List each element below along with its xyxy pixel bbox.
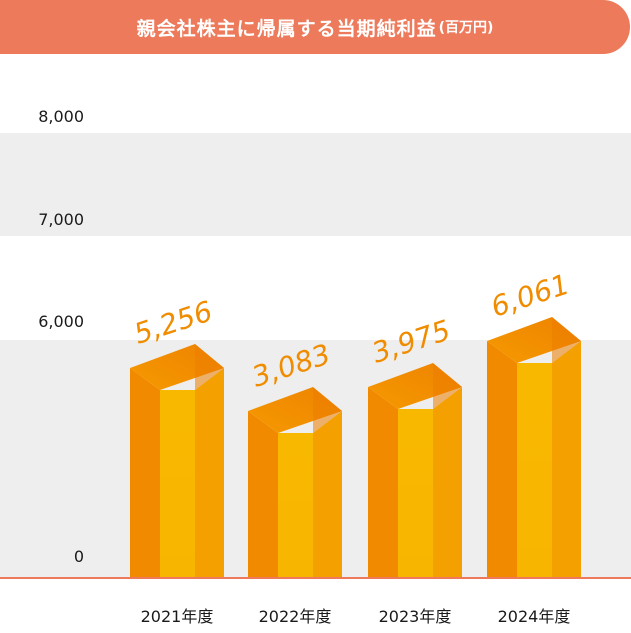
bar-4: 6,061 bbox=[487, 267, 581, 577]
x-axis-baseline bbox=[0, 577, 631, 579]
y-tick-label: 8,000 bbox=[38, 107, 84, 126]
y-tick-label: 7,000 bbox=[38, 210, 84, 229]
y-tick-label: 6,000 bbox=[38, 312, 84, 331]
x-tick-label: 2024年度 bbox=[497, 607, 571, 626]
x-tick-label: 2023年度 bbox=[378, 607, 452, 626]
y-tick-label: 0 bbox=[73, 547, 84, 566]
x-tick-label: 2022年度 bbox=[258, 607, 332, 626]
grid-band bbox=[0, 133, 631, 236]
bar-value-label: 3,975 bbox=[368, 313, 454, 369]
chart-unit: (百万円) bbox=[438, 20, 494, 36]
bar-value-label: 6,061 bbox=[487, 267, 573, 323]
chart-title-banner: 親会社株主に帰属する当期純利益 (百万円) bbox=[0, 0, 630, 54]
bar-3: 3,975 bbox=[368, 313, 462, 577]
bar-1: 5,256 bbox=[130, 294, 224, 577]
bar-value-label: 3,083 bbox=[248, 337, 334, 393]
chart-title: 親会社株主に帰属する当期純利益 bbox=[136, 17, 437, 40]
bar-2: 3,083 bbox=[248, 337, 342, 577]
bar-value-label: 5,256 bbox=[130, 294, 216, 350]
x-tick-label: 2021年度 bbox=[140, 607, 214, 626]
